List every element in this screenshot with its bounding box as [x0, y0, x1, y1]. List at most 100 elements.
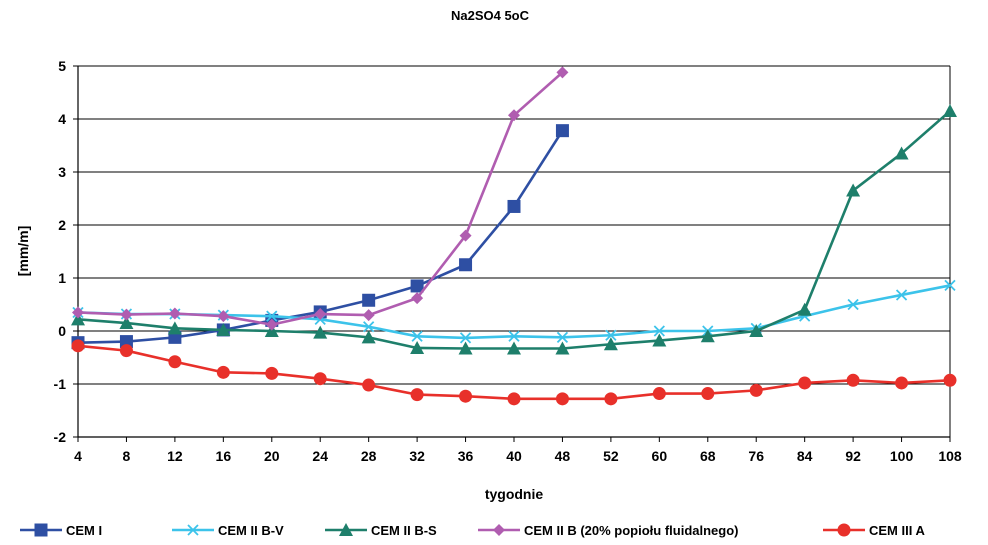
data-point	[846, 373, 860, 387]
data-point	[556, 331, 569, 343]
y-tick-label: 2	[58, 217, 66, 233]
legend-item: CEM II B-V	[172, 523, 284, 538]
data-point	[168, 355, 182, 369]
data-point	[119, 316, 134, 330]
x-axis-ticks: 4 8 12 16 20 24 28 32 36 40 48 52 60 68 76 84 92 100 108	[74, 437, 962, 464]
x-tick-label: 68	[700, 448, 716, 464]
y-axis-ticks: -2 -1 0 1 2 3 4 5	[54, 58, 78, 445]
data-point	[71, 312, 85, 326]
data-point	[458, 341, 473, 355]
data-point	[71, 339, 85, 353]
legend-item: CEM I	[20, 523, 102, 538]
data-point	[556, 66, 569, 79]
data-point	[459, 229, 472, 242]
series-2	[71, 104, 957, 355]
x-tick-label: 8	[123, 448, 131, 464]
x-tick-label: 12	[167, 448, 183, 464]
data-point	[120, 308, 133, 321]
x-tick-label: 16	[216, 448, 232, 464]
x-tick-label: 100	[890, 448, 914, 464]
y-tick-label: 5	[58, 58, 66, 74]
data-point	[652, 333, 667, 347]
data-point	[798, 376, 812, 390]
legend-label: CEM I	[66, 523, 102, 538]
legend-item: CEM III A	[823, 523, 925, 538]
data-point	[749, 383, 763, 397]
data-point	[459, 258, 473, 272]
data-point	[410, 340, 425, 354]
data-point	[459, 389, 473, 403]
data-point	[895, 376, 909, 390]
data-point	[314, 308, 327, 321]
data-point	[749, 324, 764, 337]
x-tick-label: 32	[409, 448, 425, 464]
data-point	[411, 292, 424, 305]
data-point	[119, 344, 133, 358]
data-point	[266, 310, 278, 322]
series-line	[77, 71, 564, 326]
x-tick-label: 20	[264, 448, 280, 464]
data-point	[507, 199, 521, 213]
data-point	[167, 321, 182, 335]
y-tick-label: -2	[54, 429, 67, 445]
x-tick-label: 40	[506, 448, 522, 464]
data-point	[362, 293, 376, 307]
data-point	[700, 329, 715, 343]
series-4	[71, 339, 957, 406]
y-tick-label: 0	[58, 323, 66, 339]
data-point	[944, 279, 956, 292]
data-point	[410, 279, 424, 293]
legend-marker	[339, 523, 353, 536]
legend-marker	[34, 523, 48, 537]
data-point	[508, 330, 520, 342]
series-3	[72, 66, 569, 331]
data-point	[895, 289, 908, 301]
data-point	[847, 298, 859, 311]
data-point	[605, 329, 617, 341]
data-point	[459, 332, 472, 344]
data-point	[216, 365, 230, 379]
legend-marker	[187, 524, 199, 536]
data-point	[363, 321, 375, 333]
legend-marker	[837, 523, 851, 537]
x-axis-label: tygodnie	[485, 486, 544, 502]
data-point	[265, 318, 278, 331]
legend: CEM I CEM II B-V CEM II B-S CEM II B (20% p…	[20, 523, 925, 538]
data-series	[71, 66, 957, 406]
data-point	[555, 124, 569, 138]
data-point	[846, 183, 861, 197]
legend-label: CEM II B-S	[371, 523, 437, 538]
data-point	[313, 372, 327, 386]
data-point	[943, 104, 957, 118]
data-point	[217, 310, 230, 323]
data-point	[653, 325, 665, 337]
x-tick-label: 24	[312, 448, 328, 464]
data-point	[411, 330, 423, 342]
y-tick-label: 1	[58, 270, 66, 286]
data-point	[603, 337, 618, 351]
x-tick-label: 84	[797, 448, 813, 464]
data-point	[410, 388, 424, 402]
data-point	[72, 306, 84, 319]
data-point	[216, 322, 231, 336]
legend-item: CEM II B (20% popiołu fluidalnego)	[478, 523, 739, 538]
y-tick-label: 3	[58, 164, 66, 180]
y-tick-label: 4	[58, 111, 66, 127]
x-tick-label: 108	[938, 448, 962, 464]
data-point	[265, 366, 279, 380]
data-point	[797, 302, 812, 316]
data-point	[507, 392, 521, 406]
y-axis-label: [mm/m]	[15, 226, 31, 277]
data-point	[555, 392, 569, 406]
y-tick-label: -1	[54, 376, 67, 392]
data-point	[701, 387, 715, 401]
data-point	[508, 109, 520, 122]
legend-item: CEM II B-S	[325, 523, 437, 538]
data-point	[361, 330, 376, 344]
data-point	[362, 309, 375, 322]
data-point	[507, 341, 521, 355]
legend-label: CEM III A	[869, 523, 925, 538]
x-tick-label: 36	[458, 448, 474, 464]
data-point	[555, 341, 570, 355]
